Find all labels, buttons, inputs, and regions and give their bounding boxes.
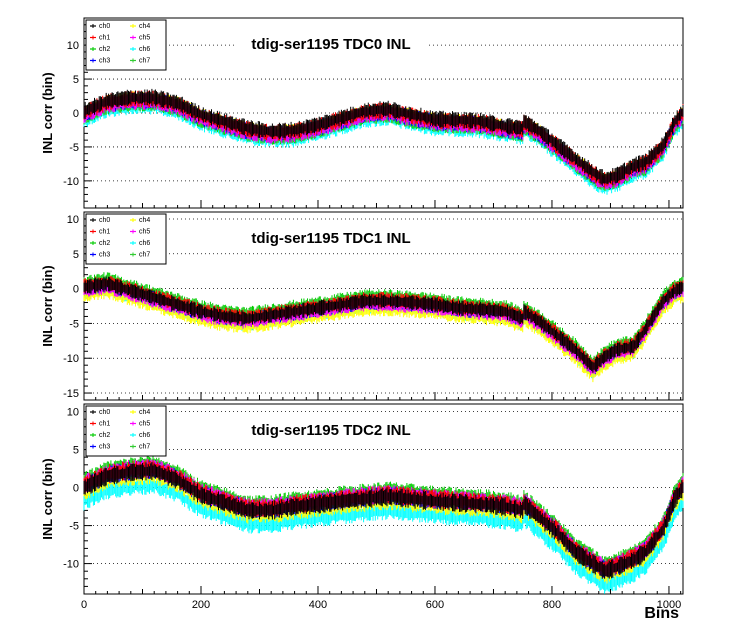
y-tick-label: 0 xyxy=(73,108,79,120)
panel-title: tdig-ser1195 TDC1 INL xyxy=(251,230,410,247)
legend-label-ch5: ch5 xyxy=(139,421,150,428)
legend-box xyxy=(85,19,167,71)
y-axis-label: INL corr (bin) xyxy=(40,72,55,153)
x-tick-label: 0 xyxy=(81,599,87,611)
legend-label-ch1: ch1 xyxy=(99,421,110,428)
panel-tdc0: 10 5 0 -5 -10 INL corr (bin) ch0 ch1 ch2 ch3 ch4 ch… xyxy=(40,17,684,209)
y-tick-label: -5 xyxy=(69,521,79,533)
legend-label-ch7: ch7 xyxy=(139,58,150,65)
legend-label-ch0: ch0 xyxy=(99,23,110,30)
legend-label-ch0: ch0 xyxy=(99,217,110,224)
legend-label-ch0: ch0 xyxy=(99,409,110,416)
legend-label-ch3: ch3 xyxy=(99,58,110,65)
y-tick-label: -10 xyxy=(63,176,79,188)
y-tick-label: 0 xyxy=(73,483,79,495)
y-tick-label: 5 xyxy=(73,74,79,86)
y-tick-label: 0 xyxy=(73,284,79,296)
x-tick-label: 1000 xyxy=(657,599,681,611)
y-tick-label: 10 xyxy=(67,40,79,52)
y-tick-label: -5 xyxy=(69,318,79,330)
y-tick-label: -15 xyxy=(63,388,79,400)
legend-label-ch7: ch7 xyxy=(139,444,150,451)
legend-label-ch6: ch6 xyxy=(139,46,150,53)
series-ch6 xyxy=(83,475,684,594)
legend-label-ch5: ch5 xyxy=(139,35,150,42)
y-tick-label: 5 xyxy=(73,249,79,261)
legend-label-ch2: ch2 xyxy=(99,240,110,247)
x-tick-label: 200 xyxy=(192,599,210,611)
title-bg xyxy=(234,34,428,54)
legend-label-ch1: ch1 xyxy=(99,35,110,42)
series-ch0 xyxy=(83,88,684,186)
legend-label-ch7: ch7 xyxy=(139,252,150,259)
panel-title: tdig-ser1195 TDC2 INL xyxy=(251,422,410,439)
legend-label-ch5: ch5 xyxy=(139,229,150,236)
title-bg xyxy=(234,420,428,440)
legend-label-ch3: ch3 xyxy=(99,444,110,451)
y-tick-label: -10 xyxy=(63,353,79,365)
legend-label-ch4: ch4 xyxy=(139,23,150,30)
legend-label-ch3: ch3 xyxy=(99,252,110,259)
legend-label-ch6: ch6 xyxy=(139,432,150,439)
y-tick-label: 5 xyxy=(73,445,79,457)
y-tick-label: 10 xyxy=(67,214,79,226)
x-axis-label: Bins xyxy=(644,605,679,622)
x-tick-label: 600 xyxy=(426,599,444,611)
series-ch0 xyxy=(83,462,684,579)
y-tick-label: -5 xyxy=(69,142,79,154)
legend-label-ch1: ch1 xyxy=(99,229,110,236)
legend-box xyxy=(85,405,167,457)
panel-tdc1: 10 5 0 -5 -10 -15 INL corr (bin) ch0 ch1 ch2 ch3 ch… xyxy=(40,211,684,401)
legend-label-ch4: ch4 xyxy=(139,409,150,416)
panel-title: tdig-ser1195 TDC0 INL xyxy=(251,36,410,53)
y-tick-label: 10 xyxy=(67,407,79,419)
y-axis-label: INL corr (bin) xyxy=(40,265,55,346)
legend-label-ch4: ch4 xyxy=(139,217,150,224)
x-tick-label: 400 xyxy=(309,599,327,611)
x-tick-label: 800 xyxy=(543,599,561,611)
series-ch0 xyxy=(83,276,684,373)
y-axis-label: INL corr (bin) xyxy=(40,458,55,539)
legend-label-ch2: ch2 xyxy=(99,432,110,439)
legend-label-ch6: ch6 xyxy=(139,240,150,247)
title-bg xyxy=(234,228,428,248)
legend-box xyxy=(85,213,167,265)
y-tick-label: -10 xyxy=(63,559,79,571)
legend-label-ch2: ch2 xyxy=(99,46,110,53)
